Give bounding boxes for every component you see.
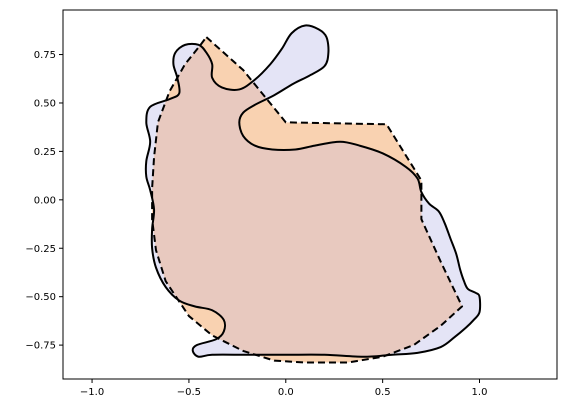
solid-shape-outline <box>144 24 482 358</box>
x-tick-label: 0.5 <box>375 387 391 398</box>
x-tick-label: 0.0 <box>278 387 294 398</box>
dashed-shape-outline <box>151 36 464 364</box>
y-tick-label: 0.25 <box>34 147 56 158</box>
x-axis: −1.0 −0.5 0.0 0.5 1.0 <box>80 379 488 398</box>
plot-area <box>144 24 482 364</box>
x-tick-label: −1.0 <box>80 387 104 398</box>
y-axis: 0.75 0.50 0.25 0.00 −0.25 −0.50 −0.75 <box>25 50 63 352</box>
overlap-region-fill <box>152 37 463 357</box>
y-tick-label: 0.50 <box>34 98 56 109</box>
y-tick-label: −0.50 <box>25 292 56 303</box>
axes-frame <box>62 9 558 380</box>
y-tick-label: 0.00 <box>34 195 56 206</box>
x-tick-label: −0.5 <box>177 387 201 398</box>
y-tick-label: −0.25 <box>25 244 56 255</box>
y-tick-label: −0.75 <box>25 341 56 352</box>
y-tick-label: 0.75 <box>34 50 56 61</box>
x-tick-label: 1.0 <box>472 387 488 398</box>
